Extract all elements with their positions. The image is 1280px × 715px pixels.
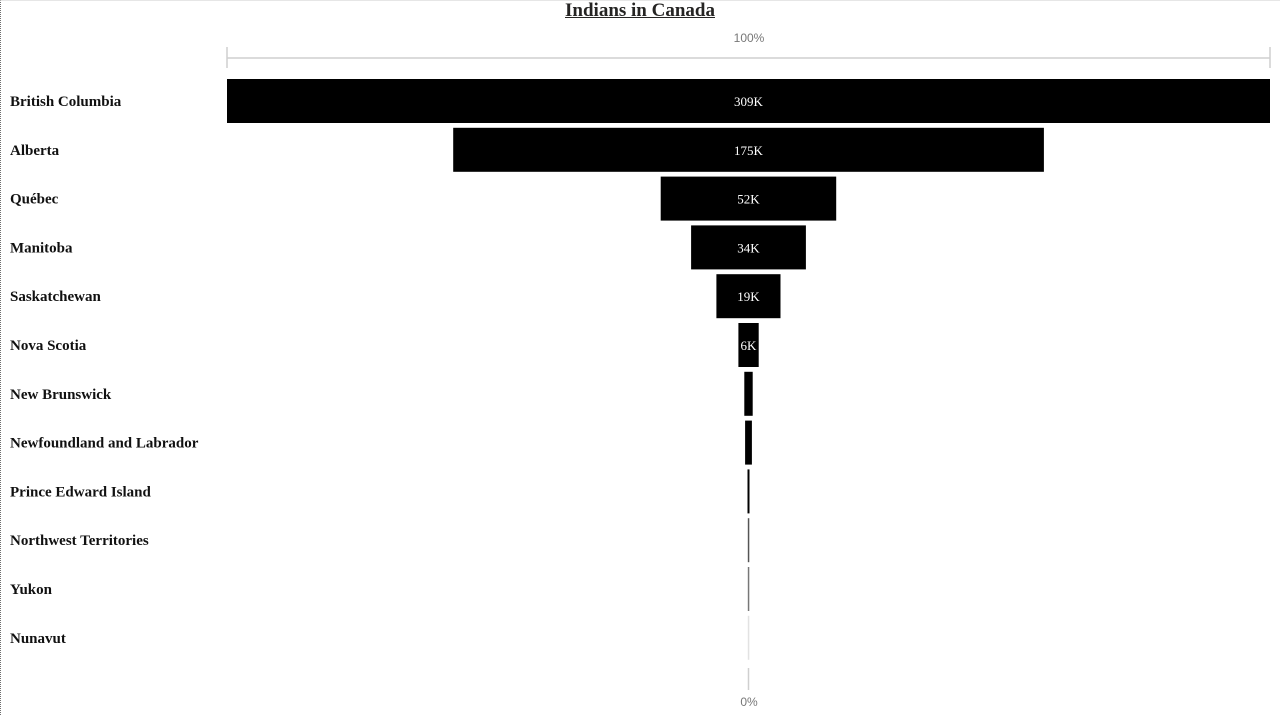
data-label-quebec: 52K [737,192,760,207]
funnel-bar-saskatchewan[interactable] [716,274,781,319]
funnel-bar-newfoundland-and-labrador[interactable] [745,420,752,465]
funnel-bar-quebec[interactable] [660,176,837,221]
category-label-new-brunswick: New Brunswick [10,387,112,403]
data-label-manitoba: 34K [737,240,760,255]
funnel-bar-nunavut[interactable] [747,615,750,660]
funnel-bar-british-columbia[interactable] [227,79,1270,123]
data-label-british-columbia: 309K [734,94,764,109]
funnel-bars [227,79,1270,660]
category-label-saskatchewan: Saskatchewan [10,289,102,305]
data-label-nova-scotia: 6K [741,338,758,353]
category-label-alberta: Alberta [10,143,60,159]
category-label-nova-scotia: Nova Scotia [10,338,87,354]
funnel-bar-manitoba[interactable] [691,225,806,270]
category-label-northwest-territories: Northwest Territories [10,533,149,549]
data-label-alberta: 175K [734,143,764,158]
funnel-bar-yukon[interactable] [747,567,750,611]
funnel-bar-alberta[interactable] [453,127,1044,172]
category-label-yukon: Yukon [10,582,53,598]
funnel-bar-prince-edward-island[interactable] [747,469,750,514]
category-label-newfoundland-and-labrador: Newfoundland and Labrador [10,436,199,452]
funnel-bar-northwest-territories[interactable] [747,518,750,563]
category-label-quebec: Québec [10,192,59,208]
chart-title: Indians in Canada [565,0,715,21]
category-label-manitoba: Manitoba [10,240,73,256]
value-labels: 309K 175K 52K 34K 19K 6K [734,94,764,353]
category-label-prince-edward-island: Prince Edward Island [10,484,152,500]
funnel-bar-nova-scotia[interactable] [738,323,759,367]
data-label-saskatchewan: 19K [737,289,760,304]
category-label-nunavut: Nunavut [10,631,66,647]
bottom-axis: 0% [740,668,758,709]
funnel-bar-new-brunswick[interactable] [744,371,753,416]
bottom-percent-label: 0% [740,695,758,709]
category-label-british-columbia: British Columbia [10,94,122,110]
category-labels: British Columbia Alberta Québec Manitoba Sas… [10,94,199,647]
top-percent-label: 100% [734,31,765,45]
top-axis: 100% [226,31,1271,68]
